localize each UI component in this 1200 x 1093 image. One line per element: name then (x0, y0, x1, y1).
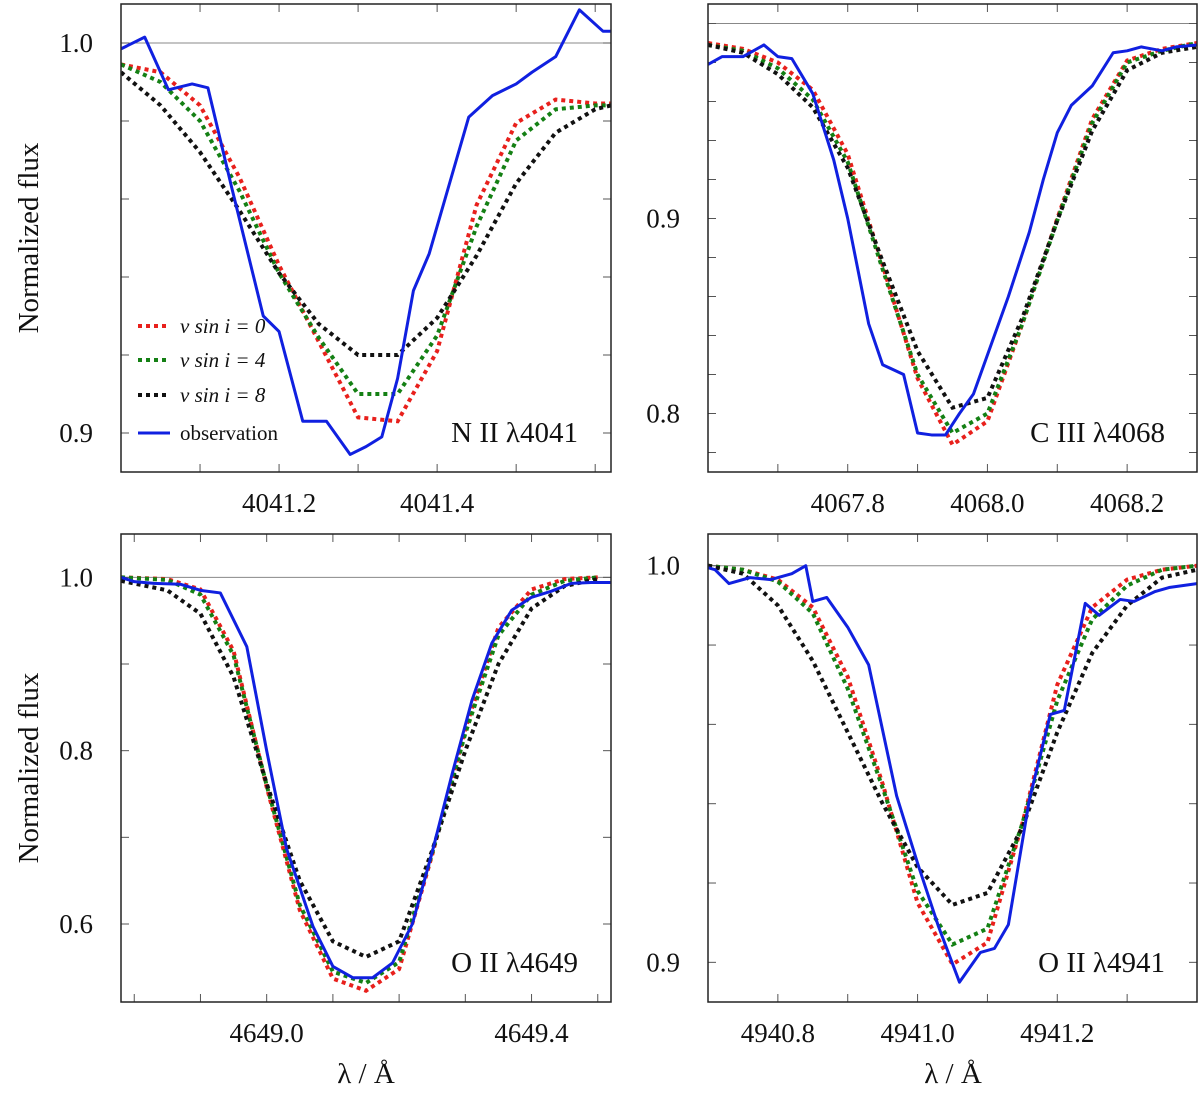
plot-frame (120, 533, 612, 1003)
y-tick-label: 0.9 (59, 418, 93, 448)
legend-label: v sin i = 0 (180, 314, 266, 338)
series-line-observation (708, 564, 1197, 984)
line-label: C III λ4068 (1030, 417, 1165, 449)
series-line-v-sin-i-4 (121, 62, 611, 396)
x-axis-label: λ / Å (924, 1058, 982, 1090)
x-tick-label: 4941.2 (1020, 1018, 1094, 1048)
y-tick-label: 0.9 (646, 204, 680, 234)
x-tick-label: 4068.0 (950, 488, 1024, 518)
panel-ciii-4068: 0.8 0.9 4067.8 4068.0 4068.2 C III λ4068 (646, 3, 1198, 518)
line-label: O II λ4941 (1038, 947, 1165, 979)
series-line-observation (121, 575, 611, 980)
x-tick-label: 4041.2 (242, 488, 316, 518)
y-tick-label: 1.0 (59, 562, 93, 592)
series-line-v-sin-i-8 (121, 577, 599, 960)
series-line-v-sin-i-4 (708, 41, 1197, 436)
x-axis-label: λ / Å (337, 1058, 395, 1090)
y-axis-label: Normalized flux (13, 142, 45, 333)
series-line-v-sin-i-8 (121, 70, 611, 357)
y-tick-label: 0.6 (59, 909, 93, 939)
legend-label: v sin i = 8 (180, 383, 266, 407)
series-line-v-sin-i-4 (121, 575, 598, 986)
y-tick-label: 0.9 (646, 947, 680, 977)
y-tick-label: 0.8 (59, 736, 93, 766)
plot-frame (120, 3, 612, 473)
panel-oii-4941: 0.9 1.0 4940.8 4941.0 4941.2 O II λ4941 λ / … (646, 533, 1198, 1090)
x-tick-label: 4067.8 (811, 488, 885, 518)
legend: v sin i = 0 v sin i = 4 v sin i = 8 observa… (138, 314, 278, 445)
panel-nii-4041: 0.9 1.0 4041.2 4041.4 N II λ4041 Normalized… (13, 3, 612, 518)
series-line-v-sin-i-8 (708, 42, 1197, 410)
line-label: N II λ4041 (451, 417, 578, 449)
series-line-observation (708, 43, 1197, 437)
y-tick-label: 0.8 (646, 399, 680, 429)
series-line-v-sin-i-0 (708, 563, 1197, 968)
series-line-observation (121, 8, 611, 456)
y-tick-label: 1.0 (646, 551, 680, 581)
x-tick-label: 4941.0 (880, 1018, 954, 1048)
series-line-v-sin-i-8 (708, 563, 1197, 908)
x-tick-label: 4940.8 (741, 1018, 815, 1048)
line-label: O II λ4649 (451, 947, 578, 979)
series-line-v-sin-i-0 (708, 41, 1197, 448)
series-line-v-sin-i-0 (121, 575, 598, 993)
x-tick-label: 4649.0 (230, 1018, 304, 1048)
x-tick-label: 4041.4 (400, 488, 475, 518)
legend-label: observation (180, 421, 278, 445)
plot-frame (707, 533, 1198, 1003)
series-line-v-sin-i-4 (708, 563, 1197, 948)
x-tick-label: 4649.4 (494, 1018, 569, 1048)
legend-label: v sin i = 4 (180, 348, 266, 372)
y-tick-label: 1.0 (59, 28, 93, 58)
y-axis-label: Normalized flux (13, 672, 45, 863)
series-line-v-sin-i-0 (121, 62, 611, 424)
plot-frame (707, 3, 1198, 473)
x-tick-label: 4068.2 (1090, 488, 1164, 518)
panel-oii-4649: 0.6 0.8 1.0 4649.0 4649.4 O II λ4649 Normali… (13, 533, 612, 1090)
